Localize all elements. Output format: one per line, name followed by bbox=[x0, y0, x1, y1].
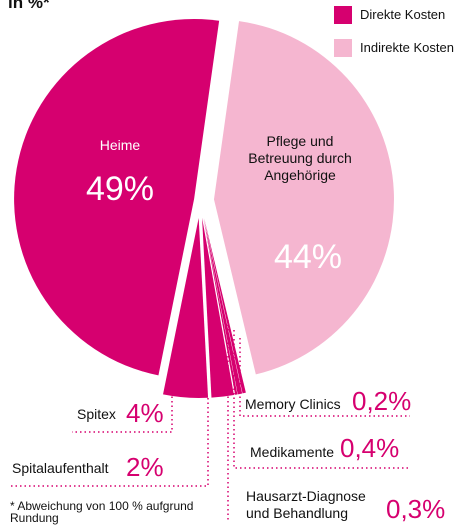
slice-label: Memory Clinics bbox=[245, 396, 341, 412]
pie-slice bbox=[203, 217, 238, 395]
pie-slice bbox=[213, 21, 394, 375]
pie-slice bbox=[204, 217, 246, 394]
value-label: 0,3% bbox=[386, 494, 446, 524]
footnote: * Abweichung von 100 % aufgrund Rundung bbox=[10, 499, 194, 525]
pie-slice bbox=[14, 18, 220, 376]
slice-label: Hausarzt-Diagnose und Behandlung bbox=[246, 488, 366, 521]
slice-label: Pflege und Betreuung durch Angehörige bbox=[248, 133, 352, 183]
pie-slice bbox=[163, 217, 209, 398]
value-label: 2% bbox=[126, 452, 164, 482]
slice-label: Medikamente bbox=[250, 444, 335, 460]
pie-slice bbox=[202, 217, 234, 398]
value-label: 0,2% bbox=[352, 386, 412, 416]
value-label: 4% bbox=[126, 398, 164, 428]
value-label: 0,4% bbox=[340, 433, 400, 463]
slice-label: Spitex bbox=[77, 406, 116, 422]
chart-title: in %* bbox=[8, 0, 50, 12]
legend-swatch bbox=[334, 6, 352, 24]
slice-label: Spitalaufenthalt bbox=[12, 460, 109, 476]
pie-slice bbox=[203, 217, 243, 395]
legend-swatch bbox=[334, 39, 352, 57]
value-label: 49% bbox=[85, 170, 155, 208]
legend-label: Indirekte Kosten bbox=[360, 40, 454, 55]
legend-label: Direkte Kosten bbox=[360, 7, 446, 22]
value-label: 44% bbox=[273, 238, 343, 276]
slice-label: Heime bbox=[99, 137, 141, 153]
leader-lines bbox=[10, 320, 410, 522]
